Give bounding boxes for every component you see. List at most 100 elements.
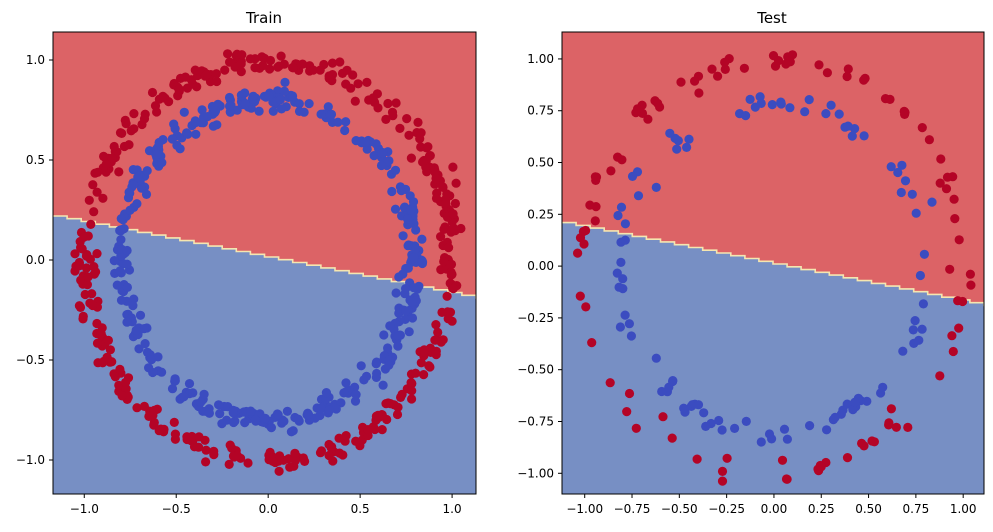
point-red [413, 117, 423, 127]
point-blue [620, 235, 630, 245]
point-blue [275, 95, 285, 105]
y-tick-label: −0.75 [517, 414, 554, 428]
point-blue [196, 118, 206, 128]
point-red [419, 345, 429, 355]
point-blue [188, 388, 198, 398]
point-red [276, 51, 286, 61]
point-blue [616, 257, 626, 267]
point-blue [620, 310, 630, 320]
point-red [437, 307, 447, 317]
point-red [129, 124, 139, 134]
point-blue [822, 425, 832, 435]
point-blue [651, 182, 661, 192]
point-blue [850, 397, 860, 407]
point-red [327, 58, 338, 68]
point-red [444, 243, 454, 253]
point-red [814, 60, 824, 70]
point-red [442, 291, 452, 301]
point-blue [321, 388, 331, 398]
point-red [101, 159, 111, 169]
point-blue [848, 405, 858, 415]
point-blue [800, 107, 810, 117]
point-blue [196, 397, 206, 407]
point-blue [668, 376, 678, 387]
point-blue [918, 299, 929, 309]
point-blue [339, 388, 349, 398]
point-blue [393, 341, 403, 351]
point-red [770, 61, 781, 71]
point-red [436, 232, 446, 242]
point-blue [128, 180, 139, 190]
point-blue [179, 392, 189, 402]
point-blue [214, 400, 224, 410]
point-red [439, 256, 449, 267]
point-blue [167, 134, 177, 144]
point-blue [411, 225, 421, 235]
point-red [573, 248, 583, 258]
region-red [562, 32, 984, 306]
point-red [139, 401, 149, 411]
point-red [717, 476, 728, 486]
point-red [225, 57, 235, 67]
point-blue [208, 121, 218, 131]
point-red [884, 418, 894, 428]
point-red [342, 65, 352, 75]
point-blue [917, 324, 927, 334]
point-blue [406, 205, 416, 215]
point-blue [682, 142, 692, 152]
point-blue [323, 102, 333, 112]
point-red [324, 450, 334, 461]
point-red [448, 284, 458, 294]
y-tick-label: 0.00 [527, 259, 554, 273]
point-blue [240, 99, 250, 109]
point-red [443, 314, 453, 324]
point-red [958, 296, 968, 307]
point-blue [122, 317, 132, 327]
point-red [631, 423, 641, 433]
point-red [209, 446, 219, 456]
point-blue [745, 94, 755, 104]
point-blue [246, 406, 256, 416]
point-red [324, 73, 334, 83]
point-blue [248, 91, 258, 101]
point-blue [411, 244, 421, 254]
point-blue [146, 355, 157, 365]
point-red [605, 378, 615, 388]
point-red [781, 59, 791, 69]
point-red [132, 403, 142, 413]
point-red [416, 358, 426, 368]
x-tick-label: −0.25 [708, 502, 745, 516]
point-blue [109, 256, 119, 266]
point-red [99, 151, 109, 161]
point-red [107, 153, 117, 163]
point-red [190, 65, 200, 75]
point-red [170, 429, 180, 439]
point-blue [908, 325, 918, 335]
x-tick-label: −1.0 [70, 502, 99, 516]
point-red [617, 155, 627, 165]
point-blue [842, 399, 852, 409]
point-red [842, 71, 852, 82]
y-tick-label: 1.0 [26, 53, 45, 67]
point-blue [910, 316, 920, 326]
point-red [891, 422, 902, 432]
point-red [158, 91, 168, 101]
point-blue [116, 225, 126, 235]
point-blue [804, 95, 814, 105]
point-blue [395, 330, 405, 340]
point-blue [387, 186, 397, 197]
point-blue [756, 98, 766, 108]
point-red [76, 243, 86, 253]
point-red [202, 69, 212, 79]
point-red [590, 216, 600, 226]
point-red [273, 62, 283, 72]
point-red [885, 94, 895, 104]
point-red [411, 368, 421, 378]
point-red [243, 458, 253, 468]
point-red [341, 431, 351, 441]
point-red [220, 65, 230, 75]
point-red [947, 331, 957, 341]
point-blue [907, 189, 917, 199]
point-red [139, 114, 150, 124]
